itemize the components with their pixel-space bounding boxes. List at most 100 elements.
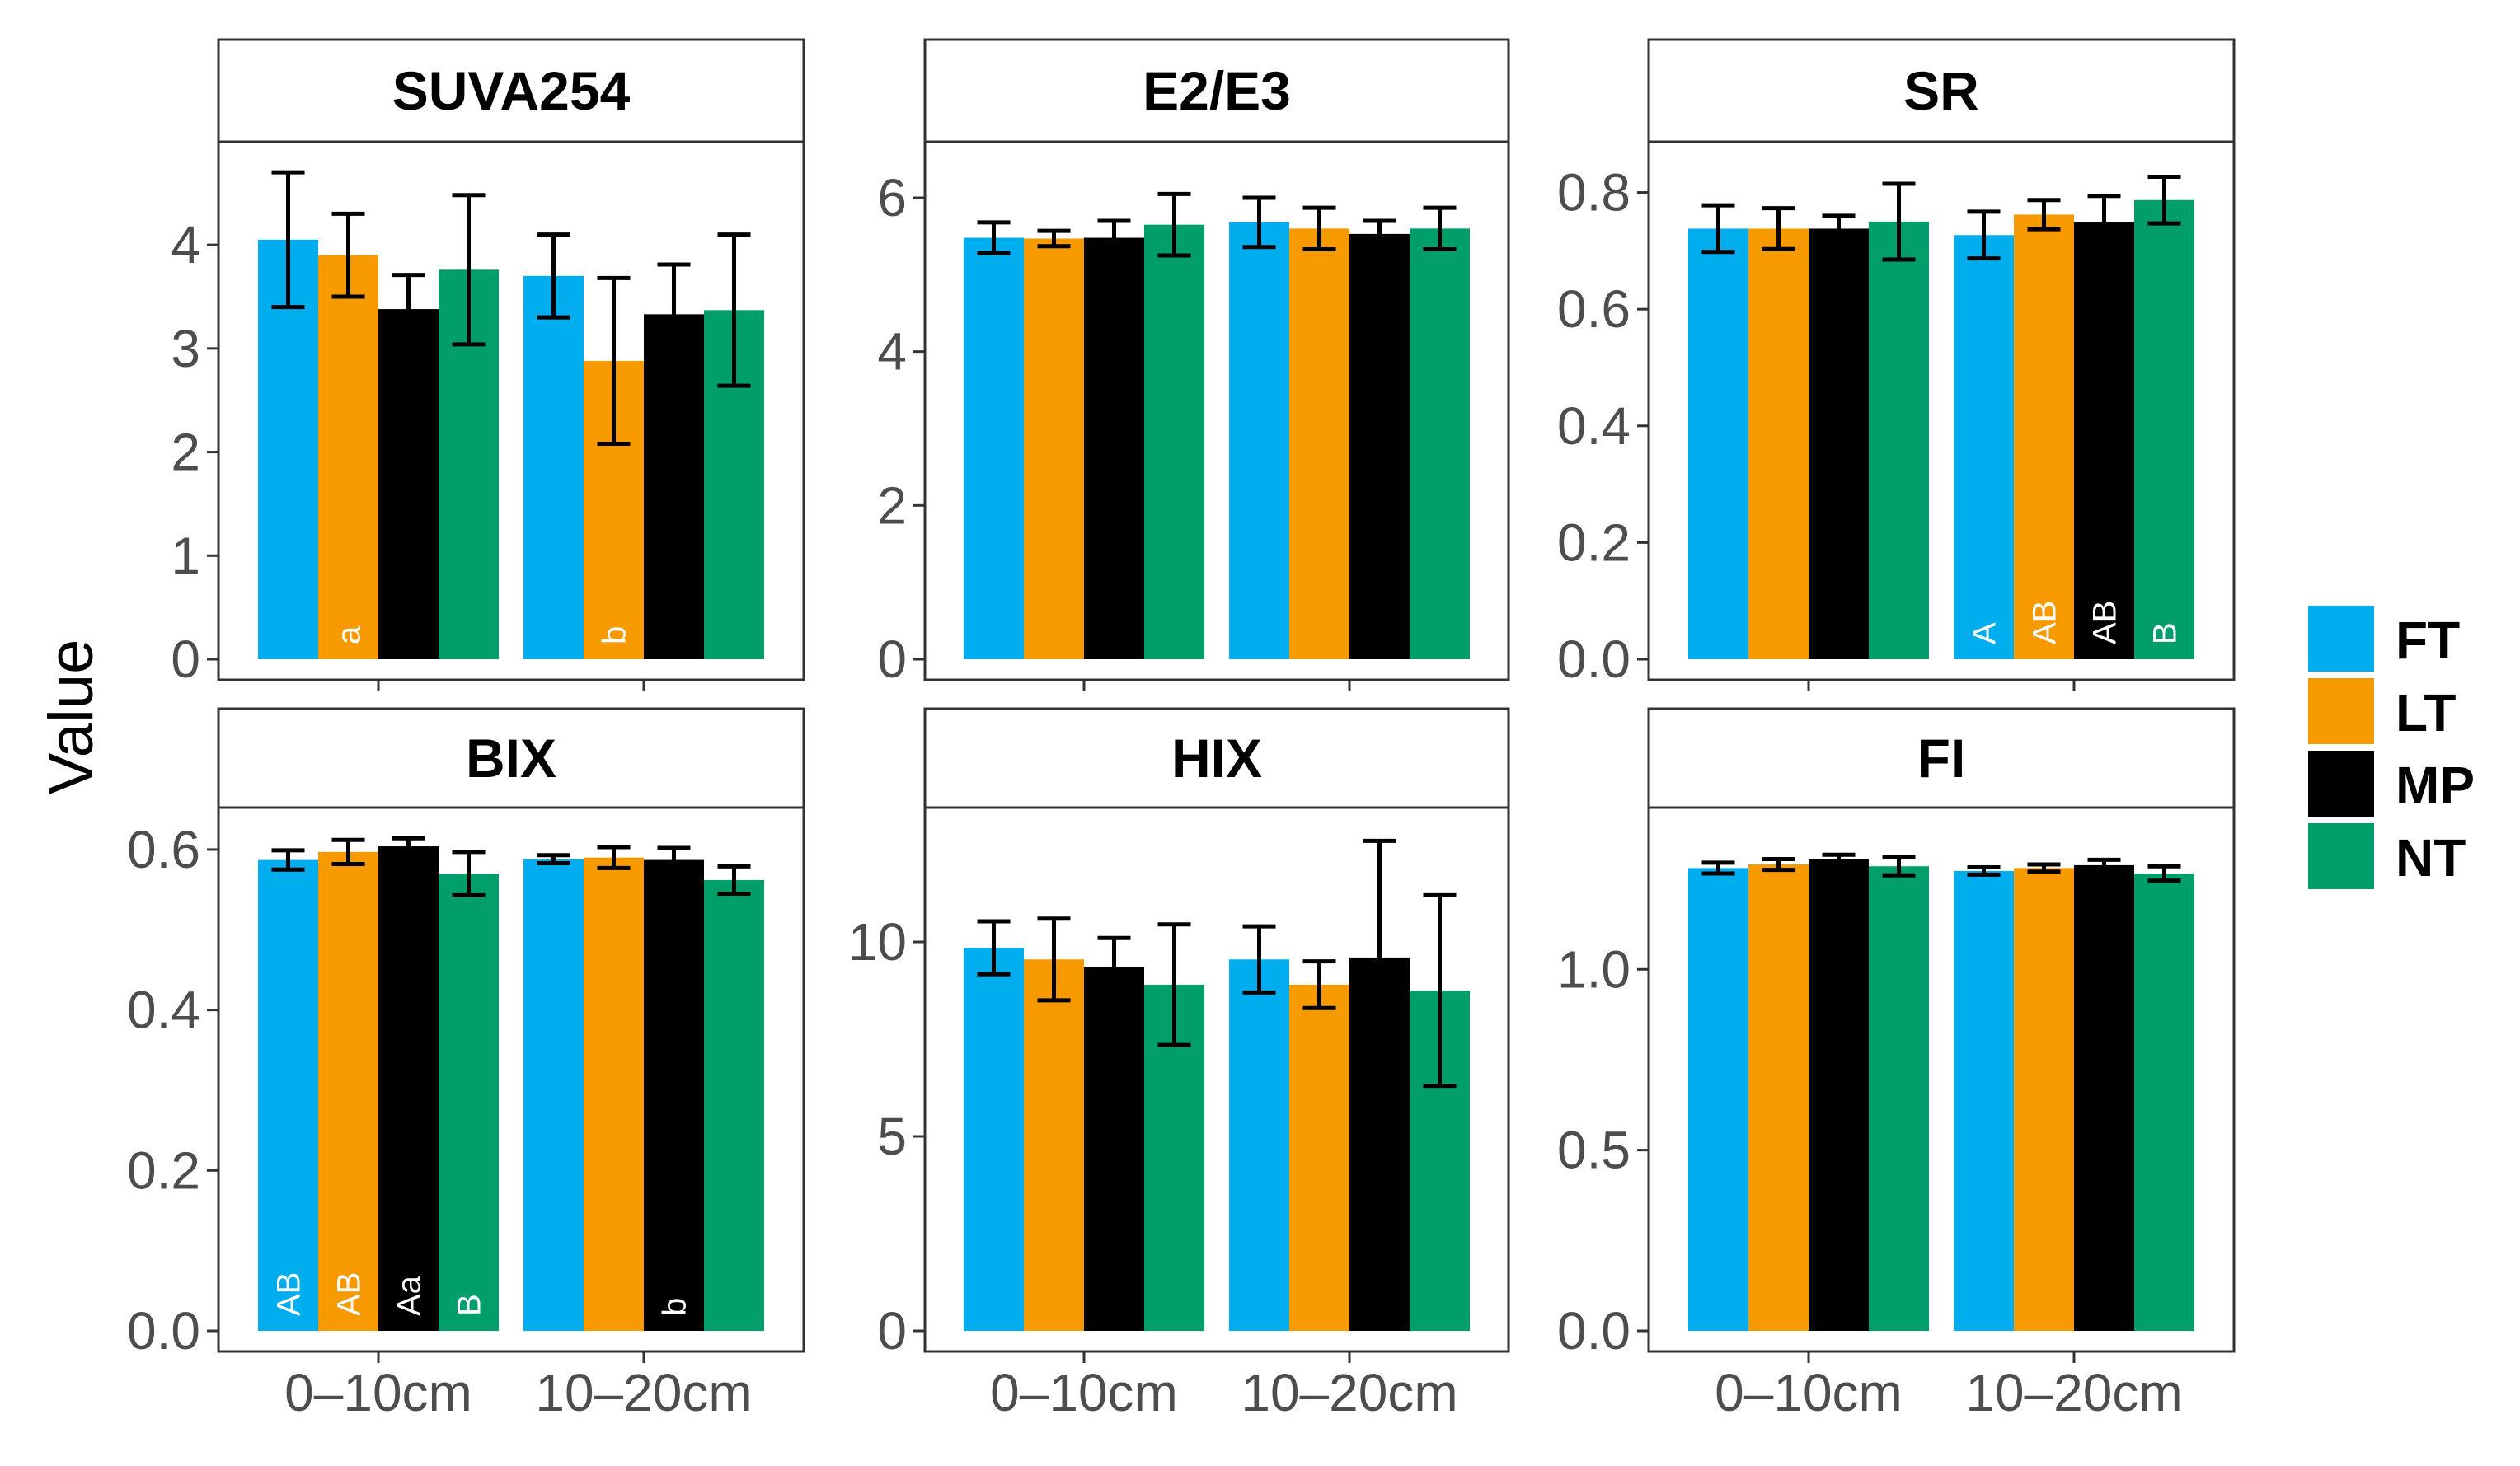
bar-mp <box>1809 859 1869 1331</box>
bar-lt <box>318 851 378 1331</box>
panel-strip <box>1647 38 2236 143</box>
significance-label: A <box>1967 622 2003 644</box>
panels-group: SUVA254 0 1 2 3 4 a b E2/E3 0 2 4 6 SR 0.0 0.2 0.4 0.6 0.8… <box>127 38 2236 1422</box>
y-tick-label: 0.0 <box>127 1301 200 1361</box>
legend-key-mp <box>2308 751 2374 817</box>
panel-strip <box>1647 707 2236 809</box>
legend-key-ft <box>2308 606 2374 672</box>
panel-fi: FI 0.0 0.5 1.0 0–10cm 10–20cm <box>1557 707 2236 1422</box>
bar-lt <box>1748 228 1809 660</box>
bar-nt <box>2134 199 2194 659</box>
x-tick-label: 0–10cm <box>1715 1363 1903 1422</box>
panel-strip <box>217 707 805 809</box>
panel-strip <box>923 38 1510 143</box>
bar-nt <box>2134 874 2194 1331</box>
panel-title: FI <box>1917 728 1966 789</box>
y-tick-label: 2 <box>877 475 907 535</box>
bar-ft <box>1229 222 1289 659</box>
y-axis-title: Value <box>36 639 106 795</box>
bar-ft <box>258 239 318 659</box>
significance-label: b <box>597 626 633 644</box>
panel-e2-e3: E2/E3 0 2 4 6 <box>877 38 1510 691</box>
y-tick-label: 3 <box>171 319 200 378</box>
bar-nt <box>704 879 764 1331</box>
bar-ft <box>523 859 584 1331</box>
legend-key-lt <box>2308 678 2374 744</box>
y-tick-label: 0.0 <box>1557 1301 1631 1361</box>
bar-lt <box>1289 984 1349 1331</box>
significance-label: B <box>452 1294 488 1316</box>
y-tick-label: 0 <box>171 630 200 689</box>
bar-lt <box>1289 228 1349 659</box>
bar-ft <box>523 275 584 659</box>
y-tick-label: 5 <box>877 1107 907 1166</box>
bar-nt <box>1410 228 1470 659</box>
y-tick-label: 4 <box>171 215 200 274</box>
bar-mp <box>1084 967 1144 1331</box>
panel-title: SR <box>1903 60 1979 121</box>
bar-ft <box>964 237 1024 659</box>
y-tick-label: 4 <box>877 322 907 382</box>
x-tick-label: 10–20cm <box>1241 1363 1457 1422</box>
significance-label: AB <box>2087 601 2123 644</box>
significance-label: a <box>331 625 368 644</box>
bar-lt <box>1024 959 1084 1331</box>
x-tick-label: 10–20cm <box>1965 1363 2182 1422</box>
bar-ft <box>1229 959 1289 1331</box>
legend-label-mp: MP <box>2396 756 2475 815</box>
panel-sr: SR 0.0 0.2 0.4 0.6 0.8 A AB AB B <box>1557 38 2236 691</box>
bar-mp <box>644 314 704 659</box>
significance-label: b <box>657 1298 693 1316</box>
bar-lt <box>1024 238 1084 659</box>
significance-label: AB <box>2027 601 2063 644</box>
significance-label: Aa <box>392 1275 428 1316</box>
significance-label: AB <box>331 1272 368 1316</box>
bar-ft <box>1954 870 2014 1331</box>
significance-label: AB <box>271 1272 307 1316</box>
y-tick-label: 0.8 <box>1557 163 1631 222</box>
y-tick-label: 0.5 <box>1557 1121 1631 1180</box>
bar-ft <box>1688 868 1748 1331</box>
y-tick-label: 2 <box>171 423 200 482</box>
panel-title: E2/E3 <box>1143 60 1291 121</box>
bar-nt <box>1869 221 1929 659</box>
bar-lt <box>318 255 378 659</box>
bar-mp <box>2074 222 2134 659</box>
legend-key-nt <box>2308 823 2374 889</box>
y-tick-label: 0.6 <box>1557 279 1631 339</box>
x-tick-label: 10–20cm <box>535 1363 752 1422</box>
bar-mp <box>378 846 439 1331</box>
bar-lt <box>2014 868 2074 1331</box>
y-tick-label: 6 <box>877 168 907 227</box>
bar-mp <box>1809 228 1869 660</box>
panel-strip <box>217 38 805 143</box>
bar-mp <box>1349 233 1410 659</box>
legend-label-ft: FT <box>2396 611 2460 670</box>
x-tick-label: 0–10cm <box>284 1363 472 1422</box>
y-tick-label: 0.0 <box>1557 630 1631 689</box>
bar-mp <box>1084 237 1144 659</box>
significance-label: B <box>2147 622 2184 644</box>
y-tick-label: 0.4 <box>127 981 200 1040</box>
bar-lt <box>2014 214 2074 659</box>
bar-mp <box>2074 864 2134 1331</box>
y-tick-label: 0.6 <box>127 820 200 879</box>
bar-lt <box>584 857 644 1331</box>
panel-strip <box>923 707 1510 809</box>
bar-mp <box>644 859 704 1331</box>
panel-title: HIX <box>1171 728 1262 789</box>
y-tick-label: 0.4 <box>1557 396 1631 456</box>
y-tick-label: 0.2 <box>127 1140 200 1200</box>
y-tick-label: 10 <box>848 912 907 972</box>
legend: FT LT MP NT <box>2308 606 2475 889</box>
x-tick-label: 0–10cm <box>990 1363 1178 1422</box>
panel-suva254: SUVA254 0 1 2 3 4 a b <box>171 38 805 691</box>
panel-bix: BIX 0.0 0.2 0.4 0.6 AB AB Aa b B 0–10cm 10–20cm <box>127 707 805 1422</box>
y-tick-label: 0 <box>877 1301 907 1361</box>
panel-title: SUVA254 <box>392 60 631 121</box>
bar-ft <box>1954 235 2014 659</box>
bar-lt <box>1748 864 1809 1331</box>
bar-nt <box>1144 224 1204 660</box>
bar-nt <box>439 874 499 1331</box>
